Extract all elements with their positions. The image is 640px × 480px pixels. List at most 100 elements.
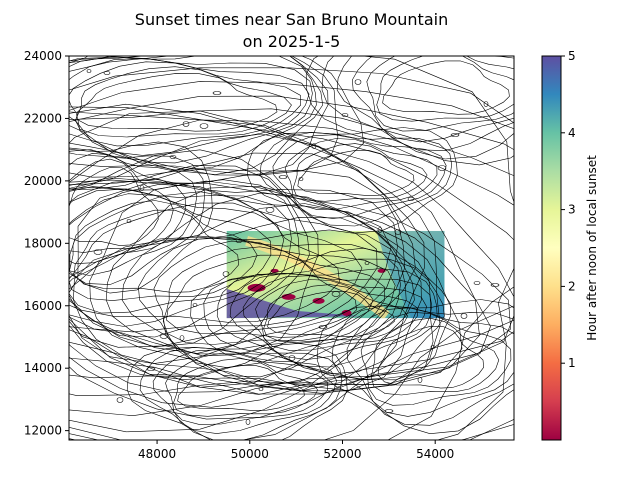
contour-line [69,110,480,397]
y-tick-label: 24000 [24,49,62,63]
contour-line [69,167,159,246]
contour-line [69,169,406,388]
contour-line [370,317,500,396]
contour-line [331,305,514,426]
contour-line [364,261,370,265]
contour-line [173,358,319,417]
contour-line [69,56,317,171]
contour-line [69,108,514,440]
y-tick-label: 14000 [24,361,62,375]
chart-subtitle: on 2025-1-5 [242,32,341,51]
y-tick-label: 18000 [24,236,62,250]
colorbar: 1 2 3 4 5 Hour after noon of local sunset [541,49,599,441]
y-tick-label: 16000 [24,299,62,313]
contour-line [121,235,401,378]
x-axis: 48000 50000 52000 54000 [138,440,454,461]
heatmap-band [226,288,362,319]
contour-line [69,56,339,176]
contour-line [192,303,198,307]
contour-line [73,209,240,293]
contour-line [199,123,209,129]
contour-line [103,71,111,75]
contour-line [242,275,427,360]
contour-line [69,193,272,314]
heatmap-shadow [247,283,266,292]
contour-line [216,268,438,375]
contour-line [259,132,453,227]
contour-line [126,219,132,223]
contour-line [69,56,365,178]
contour-line [73,203,422,392]
x-tick-label: 54000 [416,447,454,461]
contour-line [69,141,213,294]
contour-line [297,150,415,196]
contour-line [407,197,415,201]
contour-line [69,149,319,355]
contour-line [69,67,514,440]
colorbar-tick-label: 3 [568,203,576,217]
contour-line [247,127,458,234]
heatmap-shadow [312,297,325,304]
colorbar-tick-label: 2 [568,279,576,293]
contour-line [245,419,251,425]
contour-line [152,349,337,434]
contour-line [382,60,510,115]
contour-line [153,240,385,357]
contour-line [305,56,514,166]
contour-line [69,183,378,348]
colorbar-gradient [541,55,562,441]
contour-line [69,165,310,354]
chart-title: Sunset times near San Bruno Mountain [134,10,449,29]
contour-line [69,56,313,164]
contour-line [203,258,445,380]
contour-line [430,345,436,349]
contour-line [284,138,438,210]
contour-line [354,79,362,85]
contour-line [69,61,302,147]
contour-line [177,365,305,411]
heatmap-shadow [341,309,352,316]
contour-line [377,326,485,389]
contour-line [483,101,489,107]
contour-line [377,227,383,233]
contour-line [69,103,514,417]
colorbar-label: Hour after noon of local sunset [585,155,599,341]
contour-line [222,271,230,277]
contour-line [341,113,349,117]
contour-line [69,81,514,440]
contour-line [360,311,512,406]
contour-line [116,397,124,403]
contour-line [69,111,514,440]
contour-line [235,239,243,243]
colorbar-ticks: 1 2 3 4 5 [561,49,576,370]
colorbar-tick-label: 1 [568,356,576,370]
contour-line [384,409,394,413]
contour-line [75,66,292,138]
x-tick-label: 50000 [231,447,269,461]
contour-line [321,56,514,160]
contour-line [182,121,190,127]
contour-line [366,56,514,132]
contour-line [69,149,198,276]
contour-line [69,182,512,420]
contour-line [69,58,310,156]
contour-line [460,313,468,319]
contour-line [69,147,206,285]
contour-line [212,91,222,95]
y-tick-label: 12000 [24,424,62,438]
contour-line [69,56,514,440]
contour-line [346,307,514,417]
contour-line [473,281,481,285]
contour-line [265,207,275,213]
contour-line [69,158,174,253]
contour-line [159,333,169,339]
contour-line [311,143,317,149]
contour-line [139,185,145,191]
contour-line [376,56,514,122]
contour-line [126,342,348,440]
contour-line [267,291,395,337]
contour-line [69,186,292,338]
heatmap-band [376,230,445,319]
contour-line [169,155,177,159]
